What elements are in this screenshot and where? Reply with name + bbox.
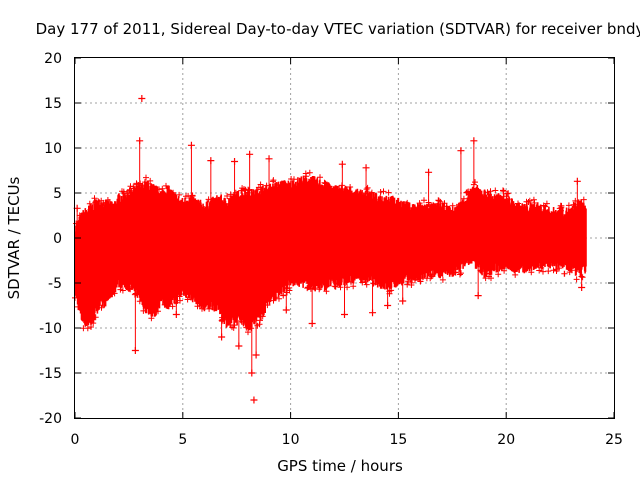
outlier-point <box>187 141 195 199</box>
y-axis-label: SDTVAR / TECUs <box>5 176 23 299</box>
x-tick-label: 25 <box>605 432 623 448</box>
outlier-point <box>399 281 407 305</box>
outlier-point <box>138 95 146 102</box>
outlier-point <box>474 267 482 300</box>
axis-ticks: 0 5 10 15 20 25 -20 -15 -10 -5 0 5 10 15 20 <box>39 51 623 448</box>
outlier-point <box>248 325 256 377</box>
outlier-point <box>425 168 433 207</box>
data-points <box>72 95 587 404</box>
y-tick-label: -15 <box>39 366 62 382</box>
outlier-point <box>231 158 239 197</box>
x-tick-label: 5 <box>178 432 187 448</box>
y-tick-label: 0 <box>53 231 62 247</box>
outlier-point <box>578 272 586 291</box>
y-tick-label: 20 <box>44 51 62 67</box>
y-tick-label: 15 <box>44 96 62 112</box>
y-tick-label: -10 <box>39 321 62 337</box>
outlier-point <box>308 287 316 327</box>
outlier-point <box>235 320 243 350</box>
outlier-point <box>470 137 478 190</box>
outlier-point <box>362 164 370 193</box>
outlier-point <box>250 396 258 404</box>
y-tick-label: -5 <box>48 276 62 292</box>
outlier-point <box>252 321 260 359</box>
x-tick-label: 20 <box>497 432 515 448</box>
outlier-point <box>136 137 144 189</box>
outlier-point <box>131 292 139 354</box>
outlier-point <box>265 155 273 189</box>
outlier-point <box>369 281 377 317</box>
chart-title: Day 177 of 2011, Sidereal Day-to-day VTE… <box>36 20 640 38</box>
plot-frame <box>74 57 615 419</box>
outlier-point <box>341 283 348 318</box>
x-axis-label: GPS time / hours <box>277 457 403 475</box>
outlier-point <box>218 314 226 341</box>
outlier-point <box>457 147 465 204</box>
y-tick-label: 5 <box>53 186 62 202</box>
y-tick-label: 10 <box>44 141 62 157</box>
x-tick-label: 15 <box>389 432 407 448</box>
outlier-point <box>282 286 290 314</box>
x-tick-label: 0 <box>71 432 80 448</box>
outlier-point <box>207 157 215 202</box>
outlier-point <box>384 287 392 309</box>
outlier-point <box>573 177 581 205</box>
outlier-point <box>246 150 254 193</box>
outlier-point <box>338 160 346 189</box>
outlier-point <box>172 301 180 318</box>
x-tick-label: 10 <box>282 432 300 448</box>
y-tick-label: -20 <box>39 411 62 427</box>
